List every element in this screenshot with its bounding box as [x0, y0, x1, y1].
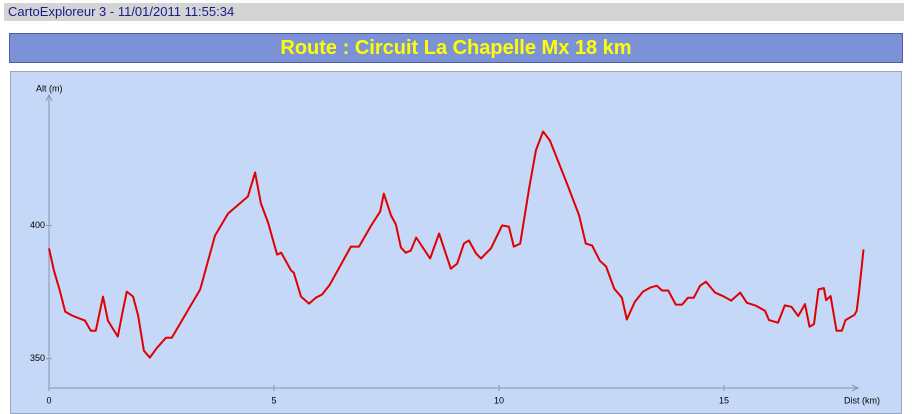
y-tick-label: 400: [30, 220, 45, 230]
altitude-line: [48, 130, 865, 359]
y-tick-label: 350: [30, 353, 45, 363]
x-tick-label: 5: [271, 395, 276, 405]
x-tick-label: 0: [46, 395, 51, 405]
x-tick-label: 15: [719, 395, 729, 405]
x-axis-label: Dist (km): [844, 395, 880, 405]
y-axis-arrow: [45, 93, 53, 102]
y-axis-label: Alt (m): [36, 83, 63, 93]
chart-title: Route : Circuit La Chapelle Mx 18 km: [9, 33, 903, 63]
x-tick-label: 10: [494, 395, 504, 405]
app-header: CartoExploreur 3 - 11/01/2011 11:55:34: [4, 3, 904, 21]
x-axis-arrow: [851, 384, 860, 392]
chart-panel: [10, 71, 902, 414]
